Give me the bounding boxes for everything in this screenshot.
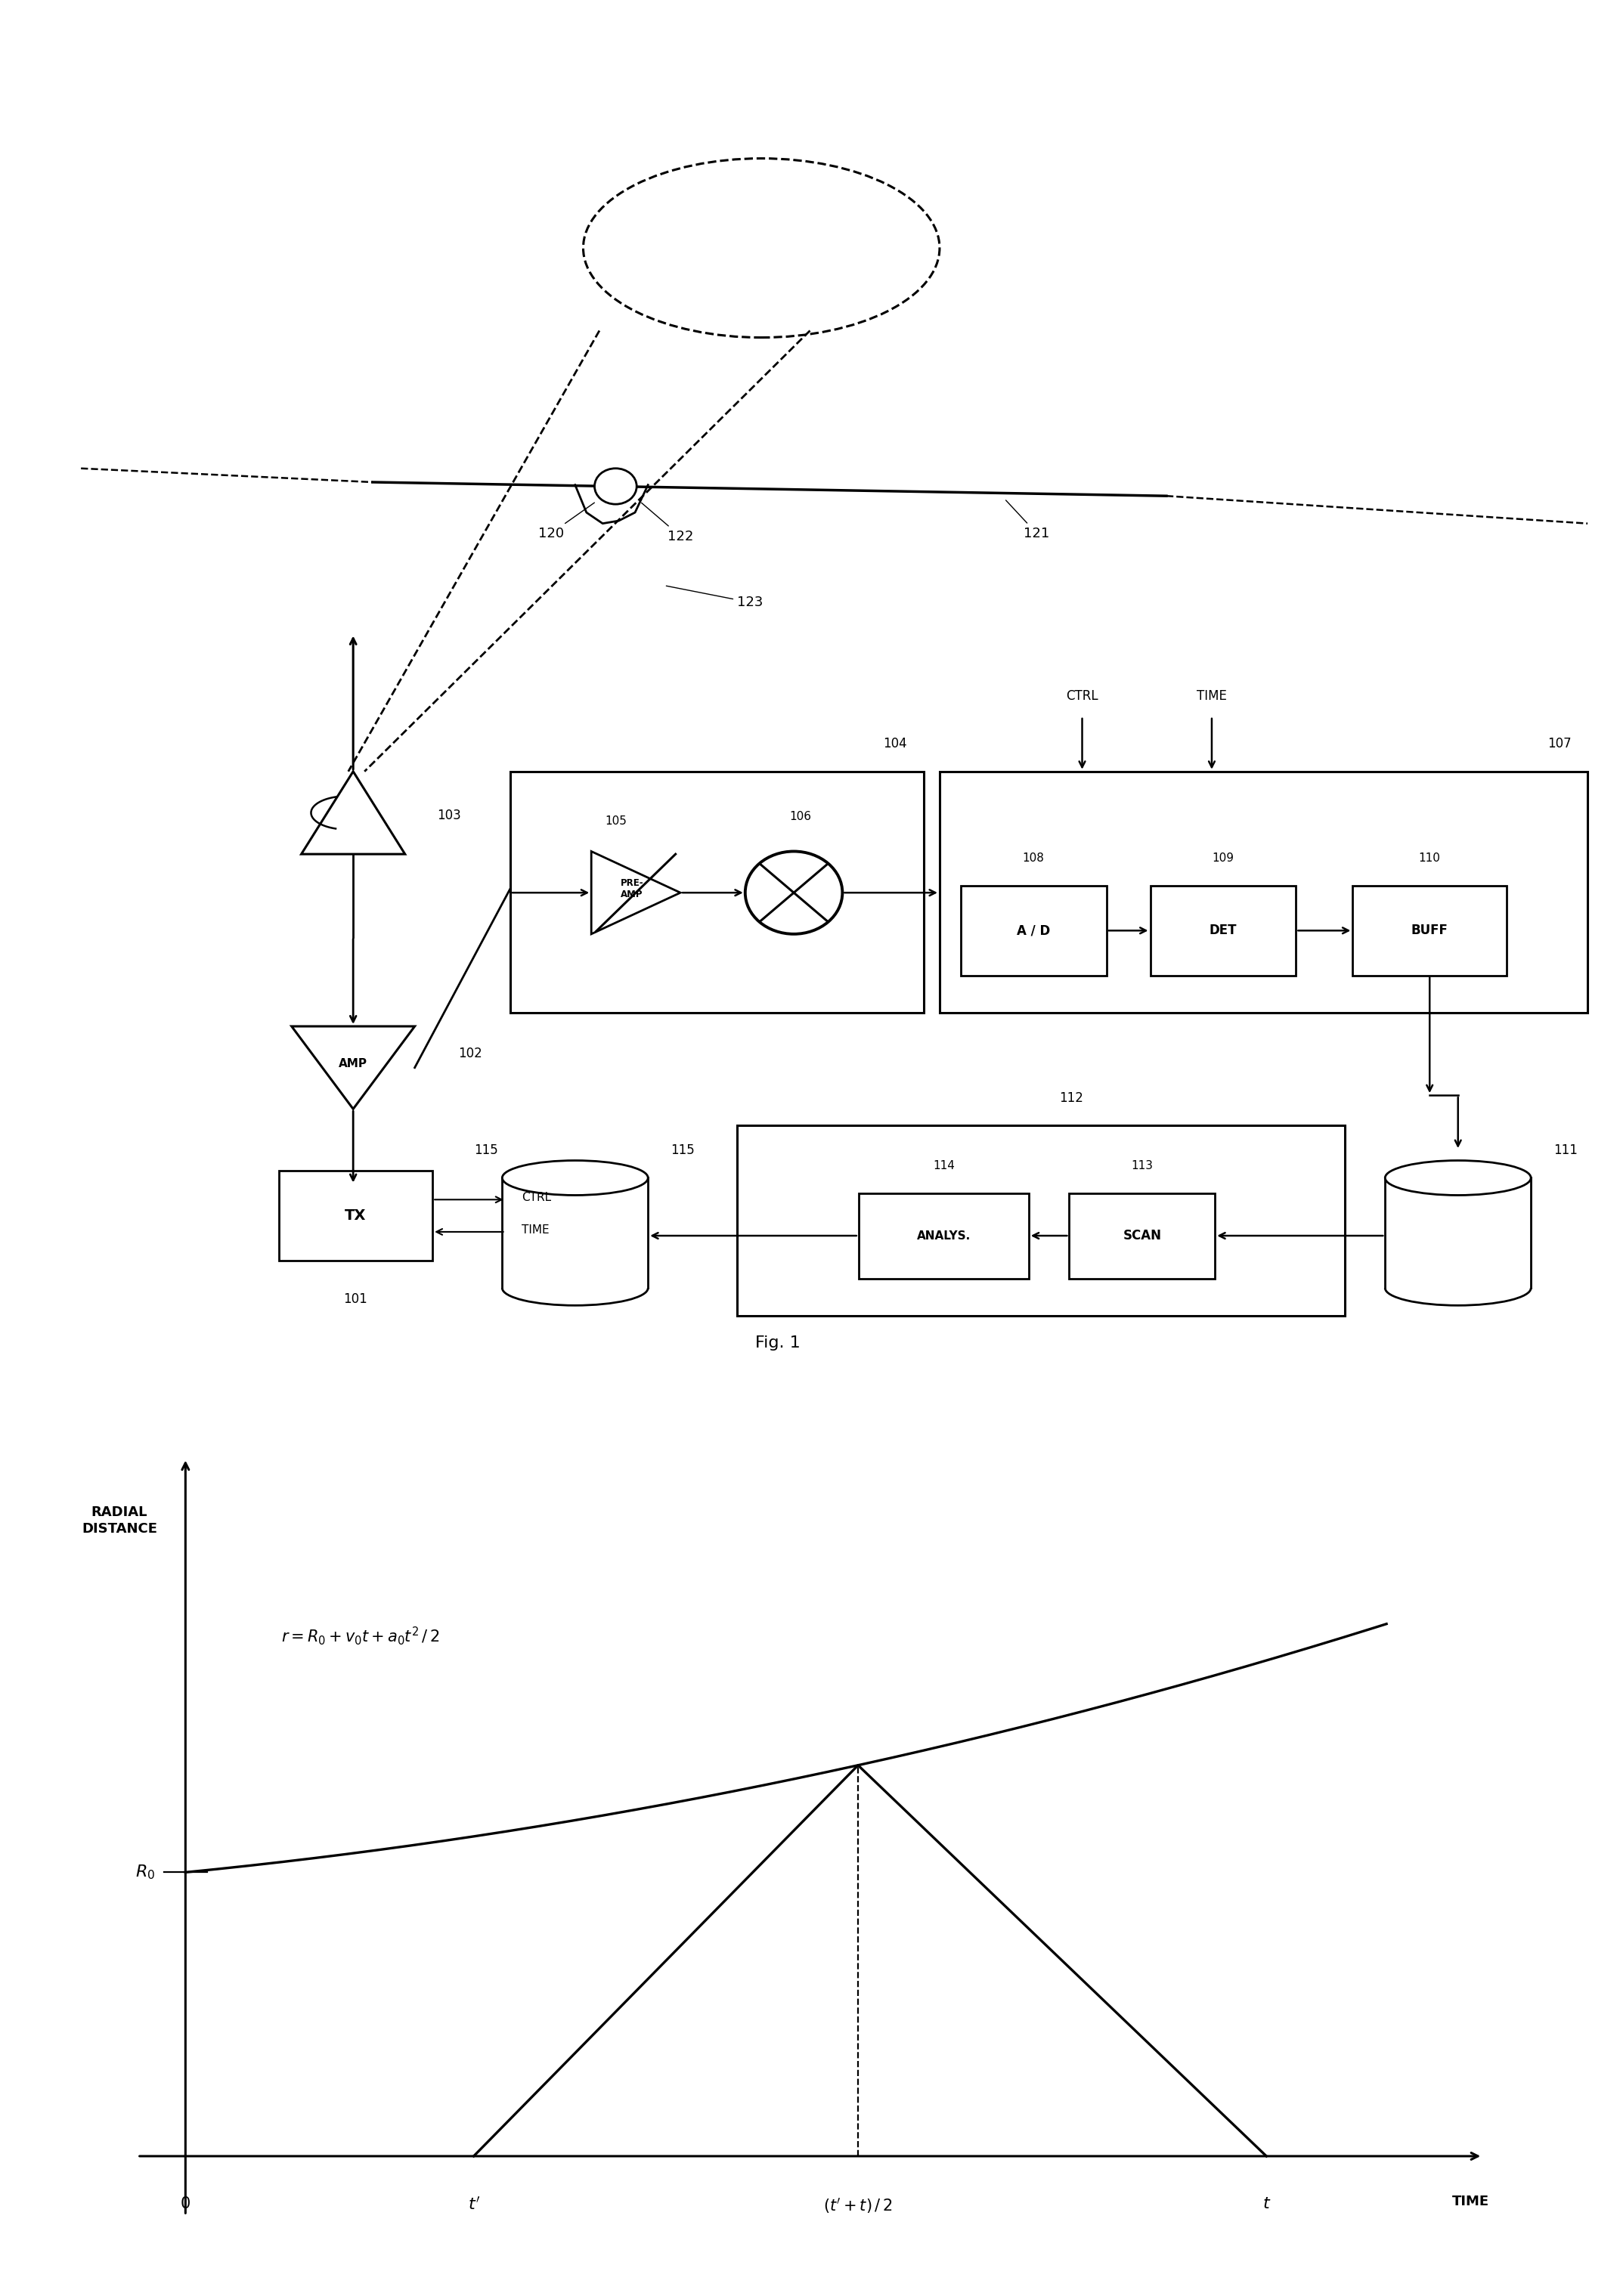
FancyBboxPatch shape [961,886,1106,976]
Text: 107: 107 [1547,737,1571,751]
Text: 121: 121 [1006,501,1050,540]
Text: 105: 105 [604,815,627,827]
Circle shape [595,468,637,505]
Text: 106: 106 [789,810,812,822]
Text: RADIAL
DISTANCE: RADIAL DISTANCE [81,1506,157,1536]
Text: Fig. 1: Fig. 1 [755,1336,800,1350]
Text: 115: 115 [671,1143,695,1157]
Text: SCAN: SCAN [1123,1228,1162,1242]
Text: $t'$: $t'$ [468,2197,480,2213]
Text: 115: 115 [475,1143,497,1157]
Text: 113: 113 [1131,1159,1153,1171]
Text: $r = R_0 + v_0 t + a_0 t^2\,/\,2$: $r = R_0 + v_0 t + a_0 t^2\,/\,2$ [282,1626,441,1646]
FancyBboxPatch shape [1353,886,1507,976]
FancyBboxPatch shape [1150,886,1296,976]
Text: 103: 103 [437,808,462,822]
Text: 122: 122 [642,503,693,544]
Text: TIME: TIME [1452,2195,1489,2209]
Text: TIME: TIME [1197,689,1226,703]
Ellipse shape [1385,1159,1531,1196]
Text: TX: TX [345,1208,366,1224]
Text: 110: 110 [1419,852,1440,863]
FancyBboxPatch shape [1069,1194,1215,1279]
Polygon shape [301,771,405,854]
FancyBboxPatch shape [510,771,923,1013]
Polygon shape [292,1026,415,1109]
Text: 0: 0 [180,2197,191,2211]
Text: 108: 108 [1022,852,1045,863]
Text: 104: 104 [883,737,907,751]
Text: 111: 111 [1554,1143,1578,1157]
Text: 120: 120 [538,503,595,540]
Text: DET: DET [1209,923,1238,937]
Circle shape [745,852,842,934]
Polygon shape [591,852,680,934]
Text: CTRL: CTRL [1066,689,1098,703]
Text: ANALYS.: ANALYS. [917,1231,970,1242]
Text: $(t'+t)\,/\,2$: $(t'+t)\,/\,2$ [823,2197,893,2216]
Text: 109: 109 [1212,852,1234,863]
FancyBboxPatch shape [279,1171,433,1261]
FancyBboxPatch shape [940,771,1588,1013]
Text: 114: 114 [933,1159,954,1171]
Ellipse shape [502,1159,648,1196]
Text: $R_0$: $R_0$ [136,1864,156,1880]
Text: 102: 102 [458,1047,483,1061]
Text: AMP: AMP [339,1058,368,1070]
FancyBboxPatch shape [737,1125,1345,1316]
Text: $t$: $t$ [1262,2197,1270,2211]
Text: CTRL: CTRL [522,1192,551,1203]
Ellipse shape [583,158,940,338]
Text: TIME: TIME [522,1224,549,1235]
Text: PRE-
AMP: PRE- AMP [620,877,643,900]
Text: A / D: A / D [1017,923,1050,937]
FancyBboxPatch shape [859,1194,1029,1279]
Text: 101: 101 [343,1293,368,1306]
Text: 123: 123 [666,585,763,608]
Text: 112: 112 [1059,1091,1084,1104]
Text: BUFF: BUFF [1411,923,1448,937]
